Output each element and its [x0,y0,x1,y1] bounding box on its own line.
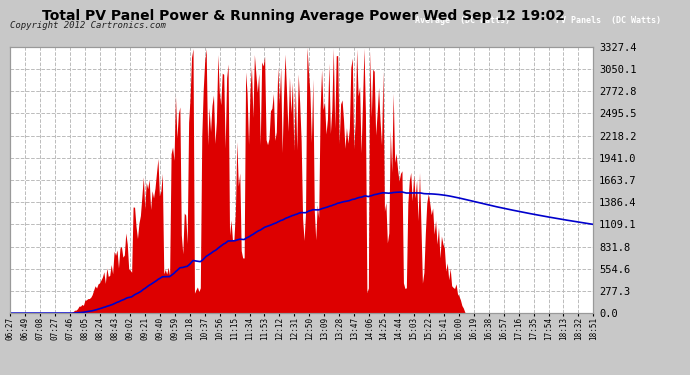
Text: Total PV Panel Power & Running Average Power Wed Sep 12 19:02: Total PV Panel Power & Running Average P… [42,9,565,23]
Text: PV Panels  (DC Watts): PV Panels (DC Watts) [556,16,662,25]
Text: Copyright 2012 Cartronics.com: Copyright 2012 Cartronics.com [10,21,166,30]
Text: Average  (DC Watts): Average (DC Watts) [415,16,510,25]
